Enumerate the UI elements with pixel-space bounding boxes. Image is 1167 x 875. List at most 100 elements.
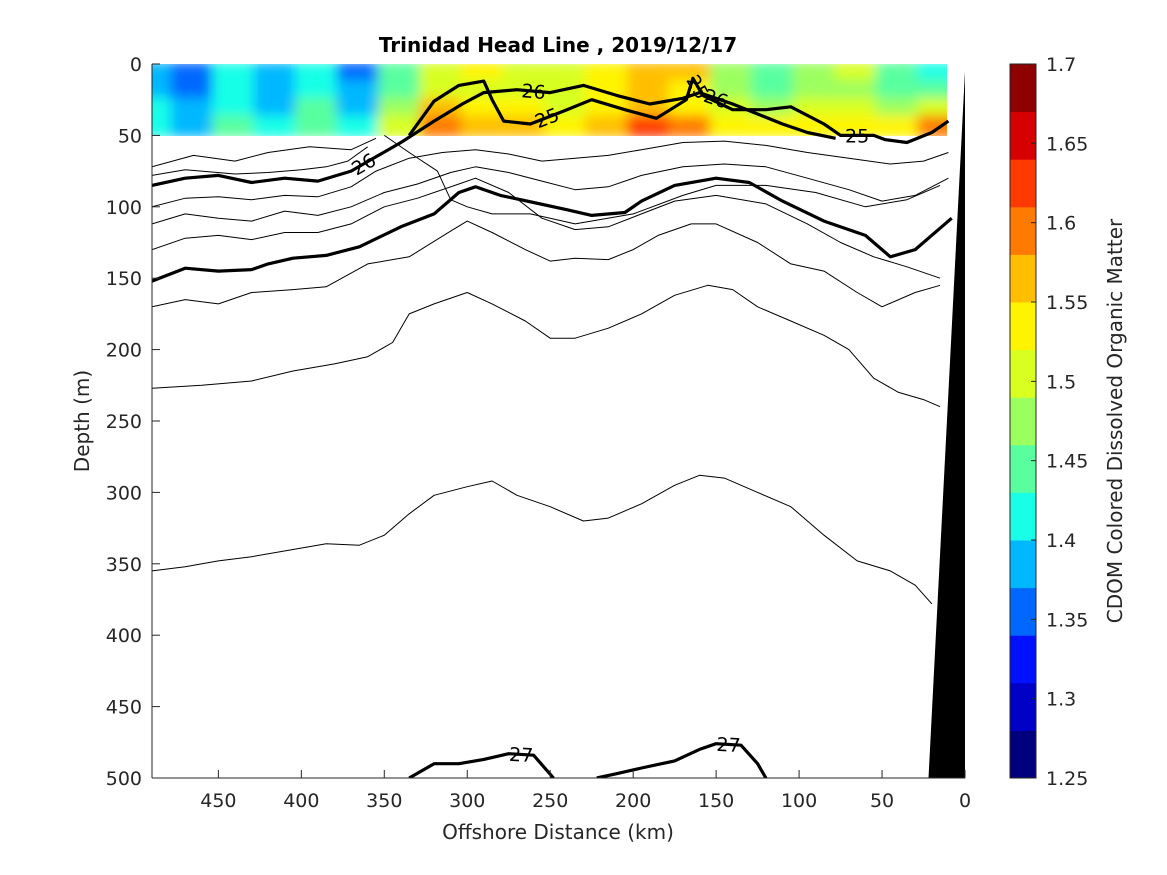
cdom-field-cell bbox=[834, 79, 881, 102]
cdom-field-cell bbox=[377, 97, 424, 120]
colorbar-ticks: 1.25 1.3 1.35 1.4 1.45 1.5 1.55 1.6 1.65 1.7 bbox=[1031, 54, 1088, 790]
cdom-field-cell bbox=[875, 64, 922, 84]
chart-title: Trinidad Head Line , 2019/12/17 bbox=[379, 33, 737, 57]
cdom-field-cell bbox=[253, 97, 300, 120]
colorbar-segment bbox=[1010, 206, 1036, 255]
y-tick-label: 50 bbox=[118, 125, 142, 147]
cdom-field-cell bbox=[170, 115, 217, 136]
cdom-field-cell bbox=[253, 64, 300, 84]
cdom-field-cell bbox=[336, 97, 383, 120]
cdom-field-cell bbox=[917, 64, 947, 84]
cdom-field-cell bbox=[502, 64, 549, 84]
cdom-field-cell bbox=[152, 115, 175, 136]
cdom-field-cell bbox=[751, 115, 798, 136]
cdom-field-cell bbox=[585, 115, 632, 136]
contour-line-25-5 bbox=[152, 137, 377, 168]
contour-line-26-5 bbox=[152, 220, 941, 308]
cdom-field-cell bbox=[336, 79, 383, 102]
colorbar-segment bbox=[1010, 349, 1036, 398]
plot-area bbox=[152, 64, 965, 778]
cdom-field-cell bbox=[253, 79, 300, 102]
colorbar-segment bbox=[1010, 254, 1036, 303]
cdom-field-cell bbox=[294, 64, 341, 84]
cdom-field-cell bbox=[626, 79, 673, 102]
cdom-field-cell bbox=[709, 64, 756, 84]
colorbar-segment bbox=[1010, 397, 1036, 446]
cdom-field-cell bbox=[377, 79, 424, 102]
cdom-field-cell bbox=[502, 97, 549, 120]
y-tick-label: 350 bbox=[106, 554, 142, 576]
cdom-field-cell bbox=[917, 79, 947, 102]
cdom-field-cell bbox=[875, 115, 922, 136]
cdom-field-cell bbox=[875, 79, 922, 102]
cdom-field-cell bbox=[751, 64, 798, 84]
colorbar bbox=[1009, 63, 1037, 779]
cdom-field-cell bbox=[668, 115, 715, 136]
cdom-field-cell bbox=[543, 64, 590, 84]
colorbar-tick-label: 1.7 bbox=[1046, 54, 1076, 76]
contour-label: 27 bbox=[716, 734, 741, 757]
colorbar-segment bbox=[1010, 159, 1036, 208]
cdom-field-cell bbox=[419, 64, 466, 84]
cdom-field-cell bbox=[709, 79, 756, 102]
cdom-field-cell bbox=[336, 64, 383, 84]
contour-label: 26 bbox=[521, 80, 547, 104]
colorbar-tick-label: 1.65 bbox=[1046, 133, 1088, 155]
cdom-field-cell bbox=[294, 97, 341, 120]
cdom-field-cell bbox=[585, 64, 632, 84]
contour-line-26-8 bbox=[152, 474, 933, 605]
contour-line-25-75 bbox=[152, 146, 368, 176]
colorbar-segment bbox=[1010, 492, 1036, 541]
x-tick-label: 200 bbox=[615, 790, 651, 812]
contour-line-26-2 bbox=[152, 140, 949, 208]
seafloor-bathymetry bbox=[928, 71, 965, 778]
cdom-field-cell bbox=[152, 64, 175, 84]
contour-line-26 bbox=[152, 83, 836, 187]
cdom-field-cell bbox=[170, 64, 217, 84]
y-tick-label: 400 bbox=[106, 625, 142, 647]
colorbar-segment bbox=[1010, 444, 1036, 493]
colorbar-title: CDOM Colored Dissolved Organic Matter bbox=[1103, 218, 1127, 623]
cdom-field-cell bbox=[875, 97, 922, 120]
cdom-field-cell bbox=[460, 115, 507, 136]
colorbar-tick-label: 1.55 bbox=[1046, 292, 1088, 314]
contour-line-25-25 bbox=[384, 134, 941, 225]
y-tick-label: 450 bbox=[106, 697, 142, 719]
contour-line-27-05 bbox=[596, 742, 768, 778]
colorbar-tick-label: 1.35 bbox=[1046, 609, 1088, 631]
cdom-field-cell bbox=[212, 64, 258, 84]
colorbar-tick-label: 1.5 bbox=[1046, 371, 1076, 393]
colorbar-segment bbox=[1010, 730, 1036, 779]
cdom-field-cell bbox=[212, 115, 258, 136]
x-axis-ticks: 450 400 350 300 250 200 150 100 50 0 bbox=[200, 770, 971, 812]
cdom-field-cell bbox=[170, 97, 217, 120]
cdom-field-cell bbox=[626, 115, 673, 136]
cdom-field-cell bbox=[419, 115, 466, 136]
y-tick-label: 0 bbox=[130, 54, 142, 76]
cdom-field-cell bbox=[917, 97, 947, 120]
cdom-field-cell bbox=[253, 115, 300, 136]
colorbar-tick-label: 1.6 bbox=[1046, 213, 1076, 235]
x-tick-label: 100 bbox=[781, 790, 817, 812]
colorbar-segment bbox=[1010, 635, 1036, 684]
x-tick-label: 400 bbox=[283, 790, 319, 812]
cdom-color-field bbox=[152, 64, 947, 136]
contour-line-25 bbox=[407, 76, 950, 145]
x-tick-label: 450 bbox=[200, 790, 236, 812]
colorbar-tick-label: 1.25 bbox=[1046, 768, 1088, 790]
y-tick-label: 150 bbox=[106, 268, 142, 290]
cdom-field-cell bbox=[792, 79, 839, 102]
colorbar-segment bbox=[1010, 540, 1036, 589]
contour-label: 27 bbox=[508, 744, 533, 767]
y-tick-label: 500 bbox=[106, 768, 142, 790]
cdom-field-cell bbox=[152, 97, 175, 120]
y-tick-label: 300 bbox=[106, 482, 142, 504]
x-axis-title: Offshore Distance (km) bbox=[442, 820, 674, 844]
x-tick-label: 350 bbox=[366, 790, 402, 812]
cdom-field-cell bbox=[152, 79, 175, 102]
cdom-field-cell bbox=[834, 64, 881, 84]
cdom-field-cell bbox=[377, 64, 424, 84]
cdom-field-cell bbox=[212, 79, 258, 102]
x-tick-label: 300 bbox=[449, 790, 485, 812]
y-axis-title: Depth (m) bbox=[70, 370, 94, 472]
